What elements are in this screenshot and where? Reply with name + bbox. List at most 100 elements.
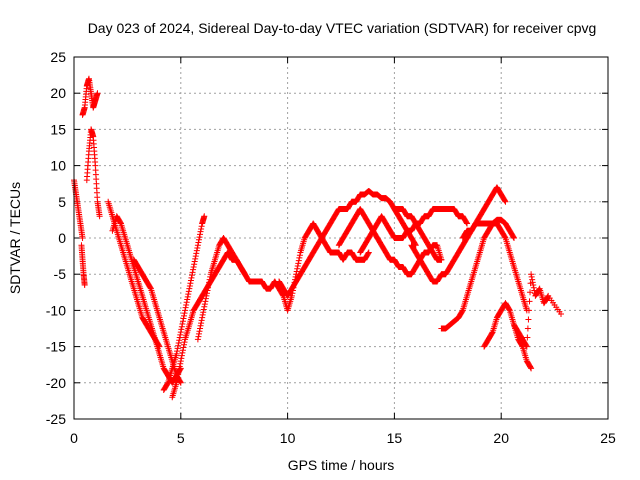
series-track-3	[79, 75, 101, 118]
series-track-4	[83, 126, 103, 220]
data-point	[295, 257, 302, 264]
data-point	[198, 225, 205, 232]
data-point	[181, 341, 188, 348]
data-point	[176, 366, 183, 373]
data-point	[510, 234, 517, 241]
data-point	[177, 378, 184, 385]
series-track-14	[357, 206, 471, 256]
data-point	[176, 334, 183, 341]
data-point	[206, 279, 213, 286]
data-point	[523, 343, 530, 350]
data-point	[177, 331, 184, 338]
data-point	[206, 276, 213, 283]
data-point	[438, 256, 445, 263]
data-point	[530, 284, 537, 291]
data-point	[188, 274, 195, 281]
data-point	[195, 333, 202, 340]
series-track-7	[130, 256, 184, 386]
data-point	[528, 273, 535, 280]
data-point	[177, 358, 184, 365]
data-point	[295, 260, 302, 267]
data-point	[530, 282, 537, 289]
data-point	[528, 271, 535, 278]
axis-ticks: 0 5 10 15 20 25 -25 -20 -15 -10 -5 0 5 10 15 20 25	[46, 49, 616, 446]
data-point	[184, 293, 191, 300]
data-point	[193, 247, 200, 254]
data-point	[204, 287, 211, 294]
data-point	[200, 309, 207, 316]
data-point	[195, 239, 202, 246]
data-point	[501, 234, 508, 241]
data-point	[192, 255, 199, 262]
data-point	[194, 244, 201, 251]
data-point	[190, 266, 197, 273]
data-point	[178, 326, 185, 333]
data-point	[198, 317, 205, 324]
data-point	[185, 288, 192, 295]
data-point	[207, 273, 214, 280]
data-point	[179, 347, 186, 354]
data-point	[177, 360, 184, 367]
data-point	[179, 320, 186, 327]
data-point	[186, 285, 193, 292]
data-point	[178, 355, 185, 362]
data-point	[202, 295, 209, 302]
data-point	[528, 365, 535, 372]
data-point	[200, 306, 207, 313]
data-point	[178, 352, 185, 359]
data-point	[147, 284, 154, 291]
data-point	[205, 282, 212, 289]
data-point	[365, 250, 372, 257]
x-tick-label: 0	[70, 430, 78, 446]
data-point	[529, 276, 536, 283]
data-point	[175, 342, 182, 349]
data-point	[192, 253, 199, 260]
data-point	[181, 312, 188, 319]
data-point	[183, 299, 190, 306]
data-point	[191, 261, 198, 268]
y-tick-label: -20	[46, 375, 66, 391]
x-tick-label: 5	[177, 430, 185, 446]
data-point	[489, 330, 496, 337]
data-point	[195, 236, 202, 243]
data-point	[174, 377, 181, 384]
data-point	[194, 336, 201, 343]
data-point	[156, 343, 163, 350]
data-point	[185, 291, 192, 298]
data-point	[524, 325, 531, 332]
data-point	[511, 235, 518, 241]
data-point	[197, 231, 204, 238]
data-point	[79, 235, 86, 241]
data-point	[96, 213, 103, 220]
data-points	[71, 75, 565, 401]
data-point	[191, 258, 198, 265]
data-point	[525, 307, 532, 314]
data-point	[175, 371, 182, 378]
data-point	[193, 250, 200, 257]
data-point	[527, 289, 534, 296]
series-track-2	[78, 242, 88, 289]
data-point	[203, 292, 210, 299]
data-point	[201, 213, 208, 220]
series-track-11	[276, 187, 419, 299]
data-point	[187, 277, 194, 284]
data-point	[205, 284, 212, 291]
data-point	[412, 241, 419, 248]
y-tick-label: 25	[50, 49, 66, 65]
data-point	[199, 314, 206, 321]
data-point	[186, 282, 193, 289]
data-point	[202, 298, 209, 305]
data-point	[182, 307, 189, 314]
data-point	[196, 234, 203, 241]
data-point	[526, 298, 533, 305]
data-point	[558, 311, 565, 318]
data-point	[296, 254, 303, 261]
data-point	[459, 308, 466, 315]
data-point	[179, 349, 186, 356]
data-point	[463, 219, 470, 226]
data-point	[174, 345, 181, 352]
data-point	[177, 329, 184, 336]
data-point	[164, 380, 171, 387]
chart-title: Day 023 of 2024, Sidereal Day-to-day VTE…	[88, 20, 597, 36]
data-point	[523, 342, 530, 349]
